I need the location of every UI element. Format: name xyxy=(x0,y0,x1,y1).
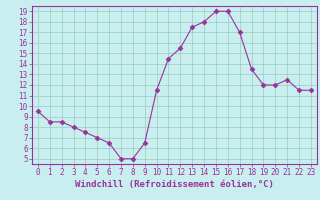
X-axis label: Windchill (Refroidissement éolien,°C): Windchill (Refroidissement éolien,°C) xyxy=(75,180,274,189)
